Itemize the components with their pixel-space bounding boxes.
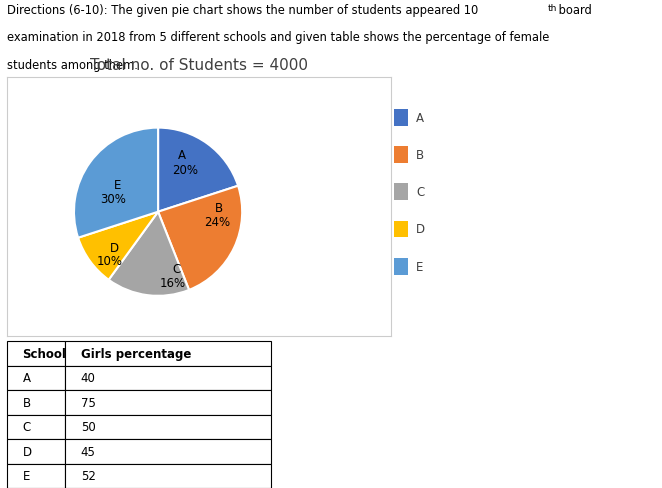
Text: 75: 75 [81,396,95,409]
Text: D: D [110,241,119,254]
Text: 10%: 10% [96,254,122,267]
Bar [394,147,408,163]
Text: Directions (6-10): The given pie chart shows the number of students appeared 10: Directions (6-10): The given pie chart s… [7,4,478,17]
FancyBboxPatch shape [7,439,65,464]
Wedge shape [158,128,238,212]
Wedge shape [109,212,189,296]
Wedge shape [78,212,158,280]
Text: board: board [555,4,592,17]
FancyBboxPatch shape [7,464,65,488]
Text: D: D [23,445,32,458]
FancyBboxPatch shape [65,366,271,390]
Bar [394,184,408,201]
Text: examination in 2018 from 5 different schools and given table shows the percentag: examination in 2018 from 5 different sch… [7,31,549,44]
Text: C: C [416,186,424,199]
Text: 20%: 20% [172,164,198,177]
Text: 16%: 16% [160,276,186,289]
Bar [394,258,408,275]
Text: A: A [416,112,424,125]
Text: C: C [23,421,30,433]
Text: th: th [547,4,557,13]
FancyBboxPatch shape [7,342,65,366]
Wedge shape [158,186,242,290]
Text: 52: 52 [81,469,95,482]
Text: A: A [23,372,30,385]
Text: E: E [114,179,121,192]
Text: D: D [416,223,425,236]
Text: School: School [23,347,66,360]
Text: 45: 45 [81,445,95,458]
FancyBboxPatch shape [7,366,65,390]
Text: C: C [173,263,181,276]
FancyBboxPatch shape [65,390,271,415]
FancyBboxPatch shape [65,464,271,488]
Text: 24%: 24% [204,216,230,229]
Text: B: B [214,202,222,215]
Text: A: A [177,149,185,162]
FancyBboxPatch shape [7,390,65,415]
Text: B: B [23,396,30,409]
FancyBboxPatch shape [65,415,271,439]
Bar [394,110,408,126]
Text: Girls percentage: Girls percentage [81,347,191,360]
Wedge shape [74,128,158,238]
Text: 40: 40 [81,372,95,385]
Bar [394,221,408,238]
Text: students among them.: students among them. [7,59,138,72]
Text: E: E [416,260,424,273]
Text: E: E [23,469,30,482]
Text: 50: 50 [81,421,95,433]
FancyBboxPatch shape [65,342,271,366]
Text: B: B [416,149,424,162]
FancyBboxPatch shape [7,415,65,439]
FancyBboxPatch shape [65,439,271,464]
Title: Total no. of Students = 4000: Total no. of Students = 4000 [89,58,308,73]
Text: 30%: 30% [100,192,126,205]
